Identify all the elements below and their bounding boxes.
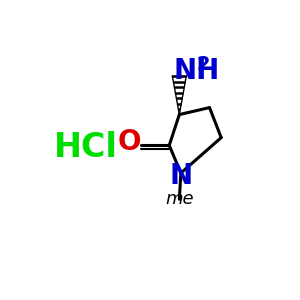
Text: O: O xyxy=(117,128,141,156)
Text: me: me xyxy=(165,190,194,208)
Text: NH: NH xyxy=(173,57,219,85)
Text: 2: 2 xyxy=(196,56,210,74)
Text: HCl: HCl xyxy=(54,131,118,164)
Text: N: N xyxy=(169,162,192,190)
